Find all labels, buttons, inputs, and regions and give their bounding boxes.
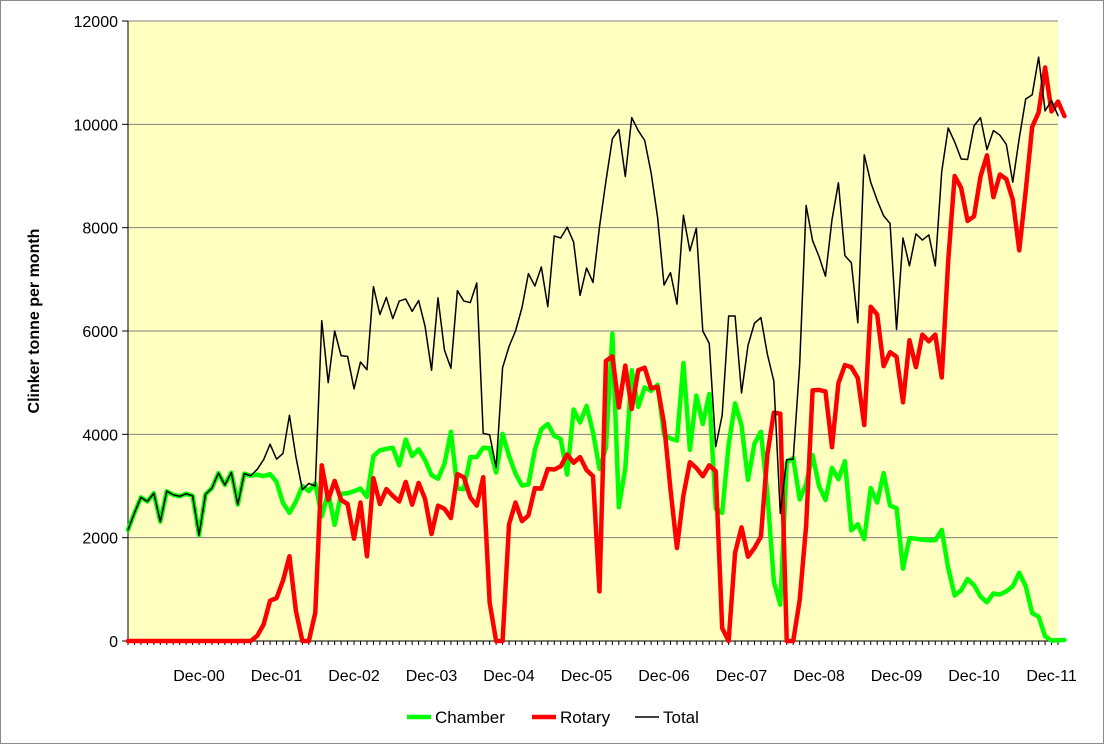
y-tick-label: 6000 [82, 324, 118, 341]
x-tick-label: Dec-02 [328, 668, 380, 685]
series-line-rotary [125, 65, 1067, 644]
legend-label-rotary: Rotary [560, 708, 611, 727]
legend: Chamber Rotary Total [407, 708, 699, 727]
y-axis-ticks: 0 2000 4000 6000 8000 10000 12000 [74, 14, 128, 651]
x-tick-label: Dec-11 [1026, 668, 1076, 685]
x-tick-label: Dec-03 [406, 668, 458, 685]
x-tick-label: Dec-05 [561, 668, 613, 685]
y-tick-label: 4000 [82, 427, 118, 444]
y-tick-label: 2000 [82, 531, 118, 548]
x-tick-label: Dec-09 [871, 668, 923, 685]
series-line-total [127, 56, 1059, 536]
series-lines [125, 56, 1067, 644]
y-tick-label: 8000 [82, 221, 118, 238]
y-tick-label: 0 [109, 634, 118, 651]
x-tick-label: Dec-07 [716, 668, 768, 685]
legend-label-chamber: Chamber [435, 708, 505, 727]
x-axis-ticks: Dec-00 Dec-01 Dec-02 Dec-03 Dec-04 Dec-05 Dec-… [127, 641, 1077, 685]
legend-label-total: Total [663, 708, 699, 727]
x-tick-label: Dec-01 [251, 668, 303, 685]
series-line-chamber [125, 331, 1067, 643]
y-tick-label: 12000 [74, 14, 119, 31]
x-tick-label: Dec-08 [793, 668, 845, 685]
y-tick-label: 10000 [74, 117, 119, 134]
x-tick-label: Dec-06 [638, 668, 690, 685]
x-tick-label: Dec-10 [948, 668, 1000, 685]
x-tick-label: Dec-00 [173, 668, 225, 685]
y-axis-label: Clinker tonne per month [26, 229, 43, 414]
x-tick-label: Dec-04 [483, 668, 535, 685]
